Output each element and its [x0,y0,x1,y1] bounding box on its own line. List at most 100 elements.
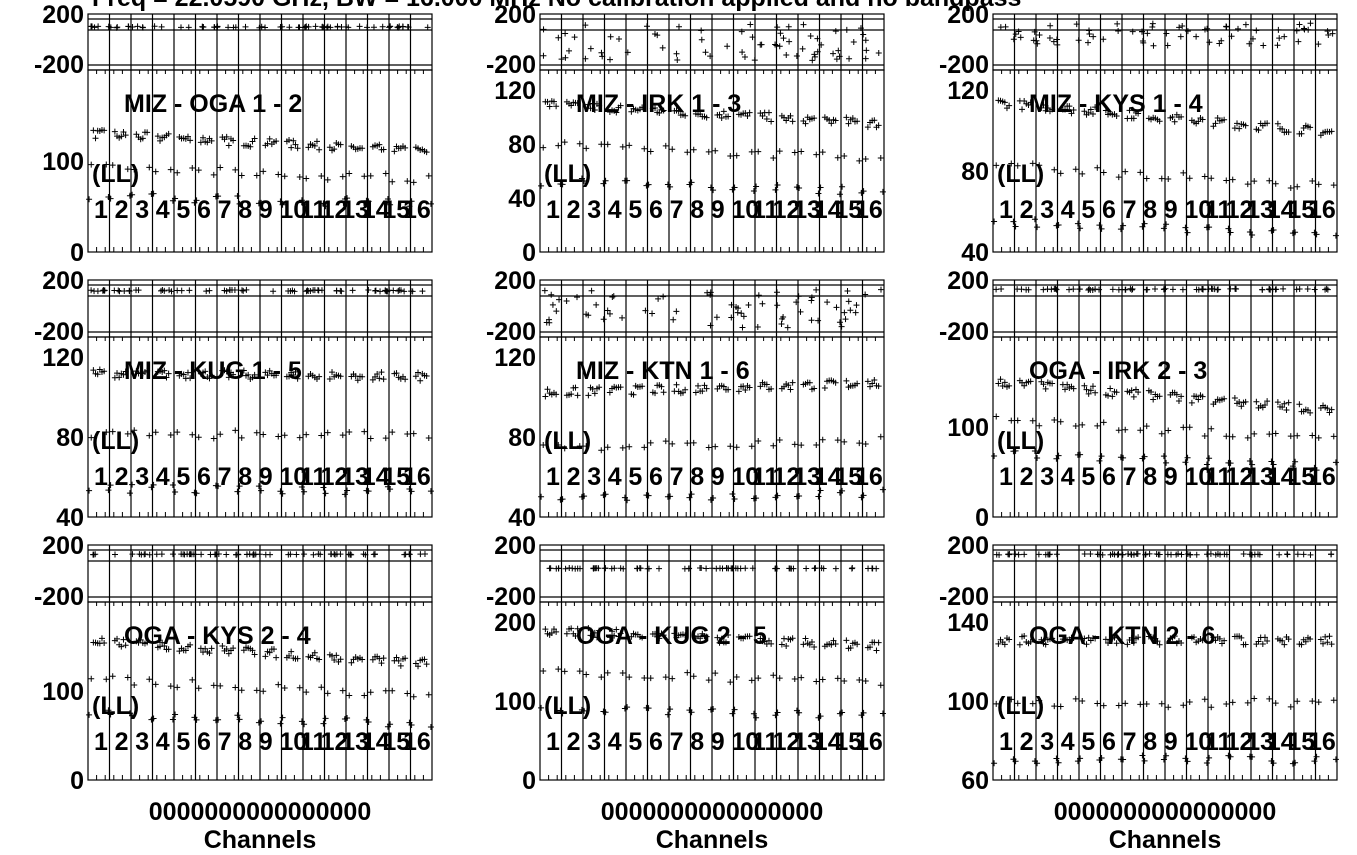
phase-point [362,551,369,558]
amplitude-point [727,443,734,450]
amplitude-point [382,687,389,694]
phase-point [815,317,822,324]
amplitude-point [339,687,346,694]
amplitude-point [542,626,549,633]
amplitude-point [1180,169,1187,176]
channel-number-label: 2 [567,728,581,756]
amplitude-point [716,111,723,118]
phase-point [1096,286,1103,293]
amplitude-point [1066,103,1073,110]
amplitude-point [1012,447,1019,454]
channel-number-label: 16 [855,728,883,756]
amplitude-point [839,487,846,494]
phase-point [774,24,781,31]
channel-number-label: 3 [1040,728,1054,756]
amplitude-point [1141,220,1148,227]
phase-point [1050,38,1057,45]
phase-point [698,36,705,43]
phase-point [642,307,649,314]
amplitude-point [839,183,846,190]
amplitude-point [1130,115,1137,122]
amplitude-point [111,128,118,135]
phase-point [235,551,242,558]
phase-point [129,551,136,558]
phase-point [741,53,748,60]
polarization-label: (LL) [997,427,1044,455]
amplitude-point [167,683,174,690]
phase-point [146,551,153,558]
amplitude-point [146,676,153,683]
amplitude-point [1184,454,1191,461]
amplitude-point [546,103,553,110]
amplitude-point [783,643,790,650]
phase-point [114,24,121,31]
amplitude-point [161,642,168,649]
amplitude-point [412,373,419,380]
amplitude-point [626,674,633,681]
amplitude-point [604,141,611,148]
channel-number-label: 15 [382,196,410,224]
phase-point [159,286,166,293]
amplitude-point [626,443,633,450]
channel-number-label: 15 [834,463,862,491]
channel-number-label: 3 [1040,463,1054,491]
amplitude-point [163,374,170,381]
polarization-label: (LL) [92,427,139,455]
amplitude-point [1143,423,1150,430]
amplitude-point [583,145,590,152]
channel-number-label: 1 [546,196,560,224]
amplitude-point [765,109,772,116]
polarization-label: (LL) [544,692,591,720]
amplitude-point [1163,221,1170,228]
phase-point [337,551,344,558]
amplitude-point [660,107,667,114]
amplitude-point [301,721,308,728]
amplitude-point [1223,701,1230,708]
amplitude-point [684,440,691,447]
amplitude-point [542,393,549,400]
channel-number-label: 6 [197,463,211,491]
amplitude-point [1027,99,1034,106]
amplitude-point [1296,401,1303,408]
amplitude-point [225,374,232,381]
phase-point [788,565,795,572]
amplitude-point [834,154,841,161]
amplitude-point [1064,381,1071,388]
channel-number-label: 10 [1184,728,1212,756]
channel-number-label: 10 [1184,196,1212,224]
amplitude-point [103,429,110,436]
channel-number-label: 4 [156,728,170,756]
amplitude-point [1266,177,1273,184]
channel-number-label: 1 [999,463,1013,491]
phase-point [593,565,600,572]
channel-number-label: 15 [834,196,862,224]
amplitude-point [88,434,95,441]
phase-point [1046,35,1053,42]
phase-point [1322,286,1329,293]
phase-point [1253,27,1260,34]
amplitude-point [1315,699,1322,706]
amplitude-point [1001,99,1008,106]
amplitude-point [808,638,815,645]
amplitude-point [1165,704,1172,711]
phase-point [408,288,415,295]
phase-point [702,49,709,56]
phase-point [548,291,555,298]
amplitude-point [695,382,702,389]
channel-number-label: 4 [608,196,622,224]
phase-point [841,309,848,316]
amplitude-point [1001,641,1008,648]
baseline-label: OGA - KUG 2 - 5 [576,622,767,650]
phase-point [270,288,277,295]
phase-point [698,27,705,34]
phase-point [582,55,589,62]
channel-number-label: 12 [321,196,349,224]
amplitude-point [1089,383,1096,390]
amplitude-point [367,689,374,696]
amplitude-point [253,172,260,179]
amplitude-point [598,674,605,681]
amplitude-point [1053,455,1060,462]
amplitude-point [1332,232,1339,239]
amplitude-point [587,105,594,112]
phase-point [1249,35,1256,42]
